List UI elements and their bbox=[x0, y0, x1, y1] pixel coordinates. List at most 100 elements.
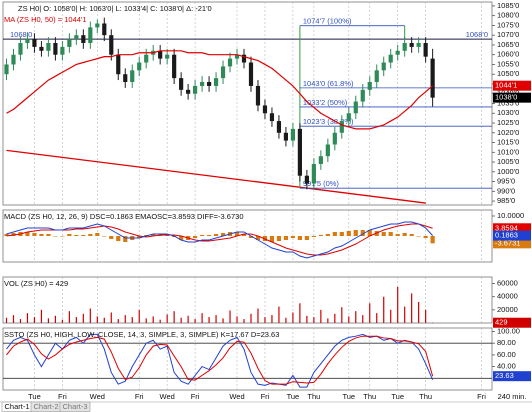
volume-bar bbox=[257, 308, 259, 323]
candle-body bbox=[234, 54, 240, 59]
histogram-bar bbox=[367, 230, 372, 236]
last-value-box bbox=[493, 230, 531, 241]
volume-bar bbox=[362, 315, 364, 323]
last-value-label: 429 bbox=[495, 318, 508, 327]
volume-bar bbox=[271, 315, 273, 323]
last-value-label: 0.1863 bbox=[495, 231, 518, 240]
candle-body bbox=[325, 144, 330, 157]
histogram-bar bbox=[67, 234, 72, 236]
histogram-bar bbox=[248, 236, 254, 238]
histogram-bar bbox=[311, 236, 316, 237]
candle-body bbox=[227, 58, 233, 67]
last-value-label: 1038'0 bbox=[495, 93, 517, 102]
fib-level-label: 1033'2 (50%) bbox=[303, 98, 348, 107]
pane-title: MACD (ZS H0, 12, 26, 9) DSC=0.1863 EMAOS… bbox=[4, 212, 243, 221]
candle-body bbox=[130, 70, 135, 83]
volume-bar bbox=[397, 286, 399, 323]
volume-bar bbox=[243, 319, 245, 323]
histogram-bar bbox=[32, 233, 37, 236]
volume-bar bbox=[54, 315, 56, 323]
volume-bar bbox=[96, 316, 98, 323]
volume-bar bbox=[33, 317, 36, 323]
x-tick-label: Tue bbox=[391, 392, 404, 401]
y-tick-label: 990'0 bbox=[497, 186, 515, 195]
candle-body bbox=[25, 39, 30, 43]
candle-body bbox=[193, 85, 198, 94]
histogram-bar bbox=[95, 233, 100, 236]
volume-bar bbox=[215, 315, 217, 323]
histogram-bar bbox=[423, 236, 428, 238]
volume-bar bbox=[355, 311, 357, 323]
volume-bar bbox=[404, 306, 406, 323]
volume-bar bbox=[5, 317, 8, 323]
candle-body bbox=[304, 175, 309, 184]
y-tick-label: 20000 bbox=[497, 305, 518, 314]
timeframe-label: 240 min. bbox=[498, 392, 527, 401]
candle-body bbox=[95, 23, 100, 28]
candle-body bbox=[18, 42, 23, 55]
histogram-bar bbox=[81, 235, 86, 236]
histogram-bar bbox=[199, 235, 205, 236]
histogram-bar bbox=[234, 232, 240, 236]
volume-bar bbox=[236, 316, 238, 323]
histogram-bar bbox=[276, 236, 282, 241]
candle-body bbox=[144, 54, 149, 63]
indicator-line bbox=[6, 335, 434, 385]
last-value-box bbox=[493, 317, 531, 328]
x-tick-label: Fri bbox=[191, 392, 200, 401]
histogram-bar bbox=[109, 236, 114, 239]
tab-label[interactable]: Chart-1 bbox=[4, 402, 29, 411]
histogram-bar bbox=[346, 231, 351, 236]
last-value-box bbox=[493, 238, 531, 249]
volume-bar bbox=[26, 313, 29, 323]
y-tick-label: 60.00 bbox=[497, 350, 516, 359]
volume-bar bbox=[166, 314, 168, 323]
volume-bar bbox=[390, 309, 392, 323]
y-tick-label: 1055'0 bbox=[497, 59, 519, 68]
candle-body bbox=[116, 54, 121, 75]
ma-legend: MA (ZS H0, 50) = 1044'1 bbox=[4, 15, 87, 24]
histogram-bar bbox=[123, 236, 128, 242]
volume-bar bbox=[68, 311, 70, 323]
histogram-bar bbox=[339, 232, 344, 236]
candle-body bbox=[395, 50, 400, 55]
histogram-bar bbox=[388, 232, 393, 236]
volume-bar bbox=[180, 317, 182, 323]
candle-body bbox=[137, 62, 142, 71]
candle-body bbox=[402, 42, 407, 51]
candle-body bbox=[32, 39, 37, 47]
candle-body bbox=[199, 82, 205, 86]
pane-title: VOL (ZS H0) = 429 bbox=[4, 279, 68, 288]
candle-body bbox=[39, 46, 44, 51]
fib-level-label: 1074'7 (100%) bbox=[303, 17, 352, 26]
y-tick-label: 1085'0 bbox=[497, 1, 519, 10]
x-tick-label: Fri bbox=[58, 392, 67, 401]
candle-body bbox=[4, 64, 9, 75]
tab-label[interactable]: Chart-2 bbox=[33, 402, 58, 411]
volume-bar bbox=[250, 313, 252, 323]
candle-body bbox=[213, 78, 219, 86]
last-value-label: -3.6731 bbox=[495, 238, 520, 247]
candle-body bbox=[248, 62, 254, 86]
y-tick-label: 1020'0 bbox=[497, 128, 519, 137]
pane-frame bbox=[2, 276, 493, 324]
tab-label[interactable]: Chart-3 bbox=[62, 402, 87, 411]
horizontal-line-label: 1068'0 bbox=[466, 30, 488, 39]
volume-bar bbox=[201, 313, 203, 323]
y-tick-label: 1010'0 bbox=[497, 147, 519, 156]
x-tick-label: Thu bbox=[419, 392, 432, 401]
candle-body bbox=[353, 101, 358, 114]
candle-body bbox=[318, 156, 323, 165]
candle-body bbox=[46, 42, 51, 51]
candle-body bbox=[381, 62, 386, 71]
volume-bar bbox=[131, 317, 133, 323]
volume-bar bbox=[264, 317, 266, 323]
candle-body bbox=[269, 113, 275, 122]
histogram-bar bbox=[151, 234, 156, 236]
histogram-bar bbox=[304, 236, 309, 240]
candle-body bbox=[283, 132, 289, 141]
candle-body bbox=[416, 42, 421, 47]
last-value-label: 23.63 bbox=[495, 371, 514, 380]
volume-bar bbox=[159, 319, 161, 323]
candle-body bbox=[374, 70, 379, 83]
